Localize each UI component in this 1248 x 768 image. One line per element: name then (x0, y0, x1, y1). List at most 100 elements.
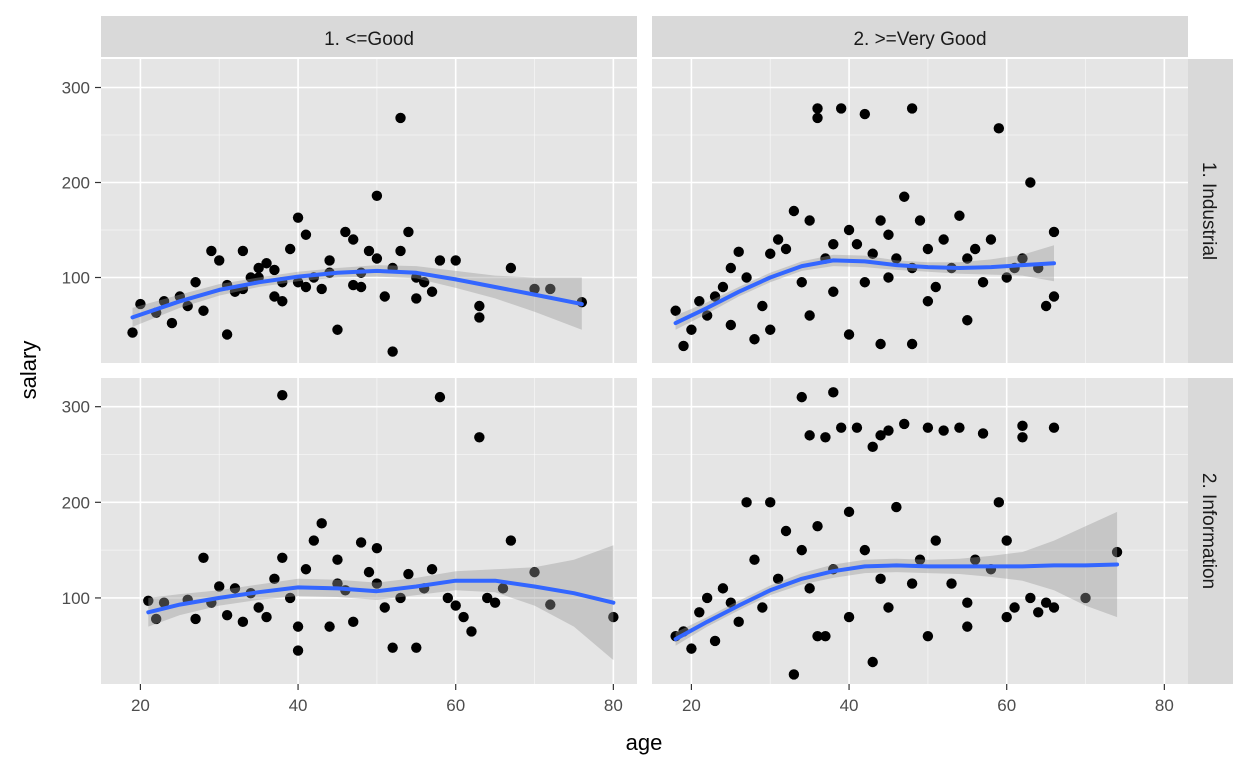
data-point (749, 554, 760, 565)
data-point (875, 338, 886, 350)
data-point (395, 112, 406, 124)
data-point (458, 611, 469, 623)
data-point (355, 281, 367, 293)
axes-layer: 100 200 300 100 200 300 20 40 60 80 20 40 60 80 (62, 79, 1174, 716)
data-point (930, 281, 941, 293)
data-point (166, 317, 178, 329)
data-point (261, 258, 272, 269)
data-point (1009, 602, 1020, 613)
data-point (914, 554, 926, 565)
data-point (324, 621, 335, 632)
data-point (608, 611, 619, 623)
data-point (701, 592, 713, 604)
data-point (418, 277, 430, 288)
data-point (474, 432, 485, 443)
data-point (355, 537, 367, 548)
data-point (922, 296, 934, 307)
data-point (993, 497, 1005, 508)
data-point (379, 602, 390, 613)
data-point (253, 602, 264, 613)
data-point (529, 566, 540, 578)
data-point (946, 578, 957, 589)
data-point (851, 422, 863, 433)
data-point (835, 422, 847, 433)
data-point (292, 621, 304, 632)
data-point (229, 583, 241, 594)
data-point (962, 253, 973, 264)
data-point (875, 215, 886, 226)
data-point (158, 597, 170, 608)
data-point (529, 283, 540, 295)
data-point (788, 669, 800, 680)
data-point (812, 630, 823, 642)
data-point (954, 210, 965, 221)
data-point (938, 234, 949, 245)
data-point (962, 621, 973, 632)
data-point (182, 300, 193, 312)
data-point (426, 286, 438, 297)
data-point (962, 315, 973, 326)
data-point (757, 602, 768, 613)
data-point (733, 246, 744, 258)
data-point (757, 300, 768, 312)
data-point (245, 272, 256, 283)
x-tick-label: 80 (1155, 696, 1174, 715)
panel-2-2 (652, 378, 1188, 684)
confidence-band (148, 545, 614, 661)
data-point (1111, 546, 1123, 558)
data-point (442, 592, 454, 604)
data-point (843, 224, 855, 236)
data-point (954, 422, 965, 433)
data-point (828, 387, 839, 398)
data-point (828, 239, 839, 250)
data-point (741, 497, 752, 508)
data-point (214, 581, 225, 592)
data-point (780, 525, 792, 537)
data-point (717, 281, 729, 293)
data-point (135, 298, 146, 310)
data-point (717, 583, 729, 594)
data-point (694, 296, 705, 307)
data-point (772, 573, 784, 585)
y-axis-title: salary (16, 341, 41, 400)
data-point (395, 592, 406, 604)
data-point (867, 441, 878, 453)
panel-background (101, 59, 637, 363)
data-point (497, 583, 509, 594)
data-point (812, 112, 823, 124)
data-point (277, 390, 288, 401)
data-point (316, 283, 327, 295)
data-point (883, 272, 894, 283)
data-point (804, 310, 815, 321)
y-tick-label: 300 (62, 398, 90, 417)
x-tick-label: 20 (682, 696, 701, 715)
data-point (709, 635, 721, 647)
data-point (1040, 300, 1052, 312)
data-point (379, 291, 390, 302)
data-point (670, 305, 681, 316)
data-point (678, 340, 689, 352)
data-point (969, 554, 981, 565)
data-point (466, 626, 477, 637)
y-tick-label: 200 (62, 174, 90, 193)
data-point (694, 607, 705, 618)
data-point (332, 324, 343, 335)
data-point (150, 613, 162, 625)
data-point (843, 329, 855, 340)
data-point (796, 277, 807, 288)
x-axis-title: age (626, 730, 663, 755)
y-tick-label: 100 (62, 589, 90, 608)
data-point (749, 334, 760, 345)
data-point (1025, 177, 1036, 188)
data-point (371, 578, 383, 589)
data-point (899, 191, 910, 202)
smooth-line (146, 578, 616, 615)
data-point (899, 418, 910, 430)
data-point (765, 248, 776, 259)
data-point (1080, 592, 1091, 604)
data-point (867, 248, 878, 259)
data-point (725, 262, 737, 274)
facet-label-col-1: 1. <=Good (324, 29, 414, 50)
data-point (450, 600, 461, 611)
data-point (977, 428, 989, 439)
